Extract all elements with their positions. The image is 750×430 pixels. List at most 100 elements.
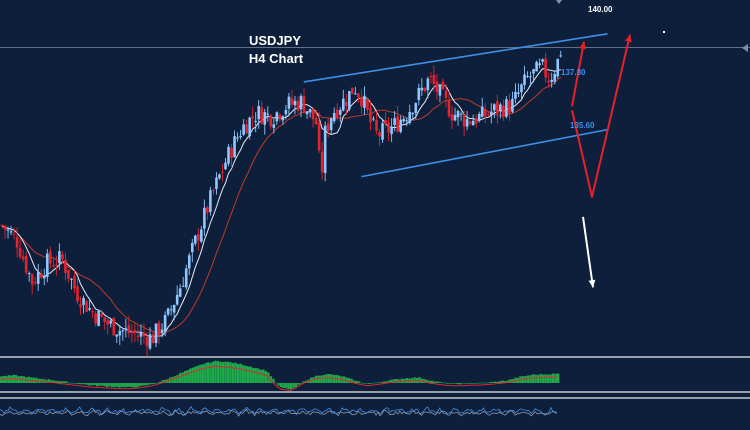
candle-body	[269, 115, 273, 127]
macd-bar	[186, 370, 189, 383]
macd-bar	[509, 379, 512, 383]
candle-body	[209, 190, 212, 213]
candle-body	[450, 114, 454, 121]
macd-bar	[191, 367, 194, 383]
candle-body	[405, 120, 409, 122]
macd-bar	[360, 382, 363, 384]
candle-body	[357, 93, 360, 98]
candle-body	[378, 132, 381, 137]
candle-body	[323, 125, 327, 173]
oscillator-main-line	[0, 405, 558, 417]
candle-body	[520, 84, 523, 93]
candle-body	[206, 207, 209, 213]
macd-bar	[433, 381, 436, 383]
arrow-down	[582, 216, 594, 288]
candle-body	[64, 259, 67, 273]
candle-body	[305, 111, 309, 115]
candle-body	[15, 237, 19, 248]
channel-lower-line	[361, 128, 608, 178]
candle-body	[390, 126, 393, 135]
macd-bar	[456, 383, 459, 385]
macd-bar	[236, 363, 240, 383]
candle-body	[480, 106, 484, 117]
candle-body	[317, 122, 321, 151]
macd-bar	[206, 362, 210, 383]
macd-bar	[259, 369, 262, 383]
macd-bar	[551, 373, 555, 383]
candle-body	[278, 114, 282, 120]
macd-bar	[541, 374, 545, 383]
candle-body	[200, 229, 203, 242]
macd-bar	[143, 383, 147, 386]
candle-body	[462, 115, 466, 127]
candle-body	[493, 104, 496, 111]
macd-bar	[473, 383, 477, 384]
candle-body	[203, 207, 206, 229]
macd-bar	[10, 375, 13, 383]
candle-body	[281, 116, 285, 121]
candle-body	[100, 313, 103, 317]
macd-bar	[388, 380, 391, 383]
candle-body	[239, 135, 242, 138]
candle-body	[396, 116, 399, 132]
slow-moving-average	[1, 76, 562, 334]
macd-bar	[65, 381, 68, 383]
candle-body	[9, 231, 13, 233]
macd-bar	[347, 378, 351, 383]
macd-bar	[17, 376, 21, 383]
macd-bar	[211, 361, 215, 383]
candle-body	[245, 124, 248, 134]
macd-bar	[448, 383, 452, 384]
candle-body	[88, 308, 91, 310]
macd-bar	[504, 381, 507, 383]
candle-body	[550, 79, 553, 82]
candle-body	[372, 118, 375, 120]
candle-body	[345, 101, 348, 106]
oscillator-lines	[0, 405, 558, 417]
macd-bar	[52, 380, 56, 383]
macd-bar	[322, 375, 326, 383]
macd-bar	[350, 378, 353, 383]
candle-body	[496, 101, 499, 114]
macd-bar	[60, 381, 63, 383]
macd-bar	[546, 374, 550, 383]
macd-bar	[526, 375, 530, 383]
macd-bar	[128, 383, 131, 387]
macd-bar	[78, 383, 81, 385]
macd-bar	[257, 368, 260, 383]
candle-body	[393, 118, 396, 126]
macd-bar	[252, 367, 255, 383]
candle-body	[499, 104, 502, 111]
candle-body	[308, 108, 312, 113]
macd-bar	[443, 382, 446, 384]
macd-bar	[544, 374, 547, 383]
candle-body	[109, 320, 113, 324]
candle-body	[112, 317, 116, 336]
macd-bar	[453, 383, 457, 384]
candle-body	[420, 87, 424, 91]
macd-bar	[153, 383, 157, 384]
macd-bar	[282, 383, 285, 389]
candle-body	[338, 109, 342, 115]
candle-body	[477, 113, 481, 122]
macd-bar	[380, 382, 383, 383]
macd-bar	[294, 383, 298, 388]
candle-body	[314, 117, 318, 125]
candle-body	[348, 91, 351, 110]
candle-body	[46, 253, 49, 277]
macd-bar	[367, 383, 371, 384]
candle-body	[49, 251, 52, 264]
macd-bar	[272, 378, 275, 383]
macd-bar	[312, 377, 315, 383]
macd-bar	[224, 361, 227, 383]
macd-bar	[493, 381, 497, 383]
macd-bar	[549, 374, 552, 383]
macd-bar	[176, 374, 179, 383]
candle-body	[438, 84, 442, 96]
candle-body	[248, 117, 251, 137]
macd-bar	[196, 365, 199, 383]
macd-bar	[393, 379, 396, 383]
candle-body	[447, 99, 451, 117]
candle-body	[375, 119, 378, 131]
